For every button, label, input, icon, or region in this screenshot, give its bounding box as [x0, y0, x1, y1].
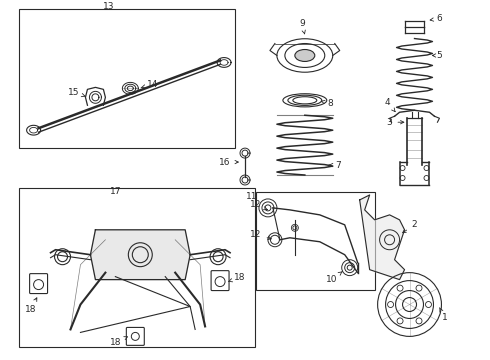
Bar: [256, 192, 375, 289]
Text: 18: 18: [229, 273, 246, 282]
Text: 11: 11: [246, 193, 258, 202]
Bar: [19, 9, 235, 148]
Text: 17: 17: [110, 188, 121, 197]
Text: 8: 8: [321, 99, 333, 108]
Text: 13: 13: [102, 2, 114, 11]
Text: 12: 12: [250, 230, 271, 240]
Text: 6: 6: [430, 14, 442, 23]
Text: 5: 5: [432, 51, 442, 60]
Bar: [19, 188, 255, 347]
Text: 4: 4: [385, 98, 395, 112]
Text: 10: 10: [326, 271, 343, 284]
Text: 18: 18: [110, 337, 127, 347]
Text: 7: 7: [329, 161, 341, 170]
Polygon shape: [91, 230, 190, 280]
Text: 3: 3: [387, 118, 404, 127]
Polygon shape: [360, 195, 405, 280]
Text: 1: 1: [440, 308, 447, 322]
Text: 9: 9: [299, 19, 305, 34]
Text: 16: 16: [220, 158, 238, 167]
Text: 15: 15: [68, 88, 85, 97]
Text: 18: 18: [25, 298, 37, 314]
Text: 2: 2: [403, 220, 417, 233]
Text: 12: 12: [250, 201, 267, 210]
Text: 14: 14: [141, 80, 158, 89]
Ellipse shape: [295, 50, 315, 62]
